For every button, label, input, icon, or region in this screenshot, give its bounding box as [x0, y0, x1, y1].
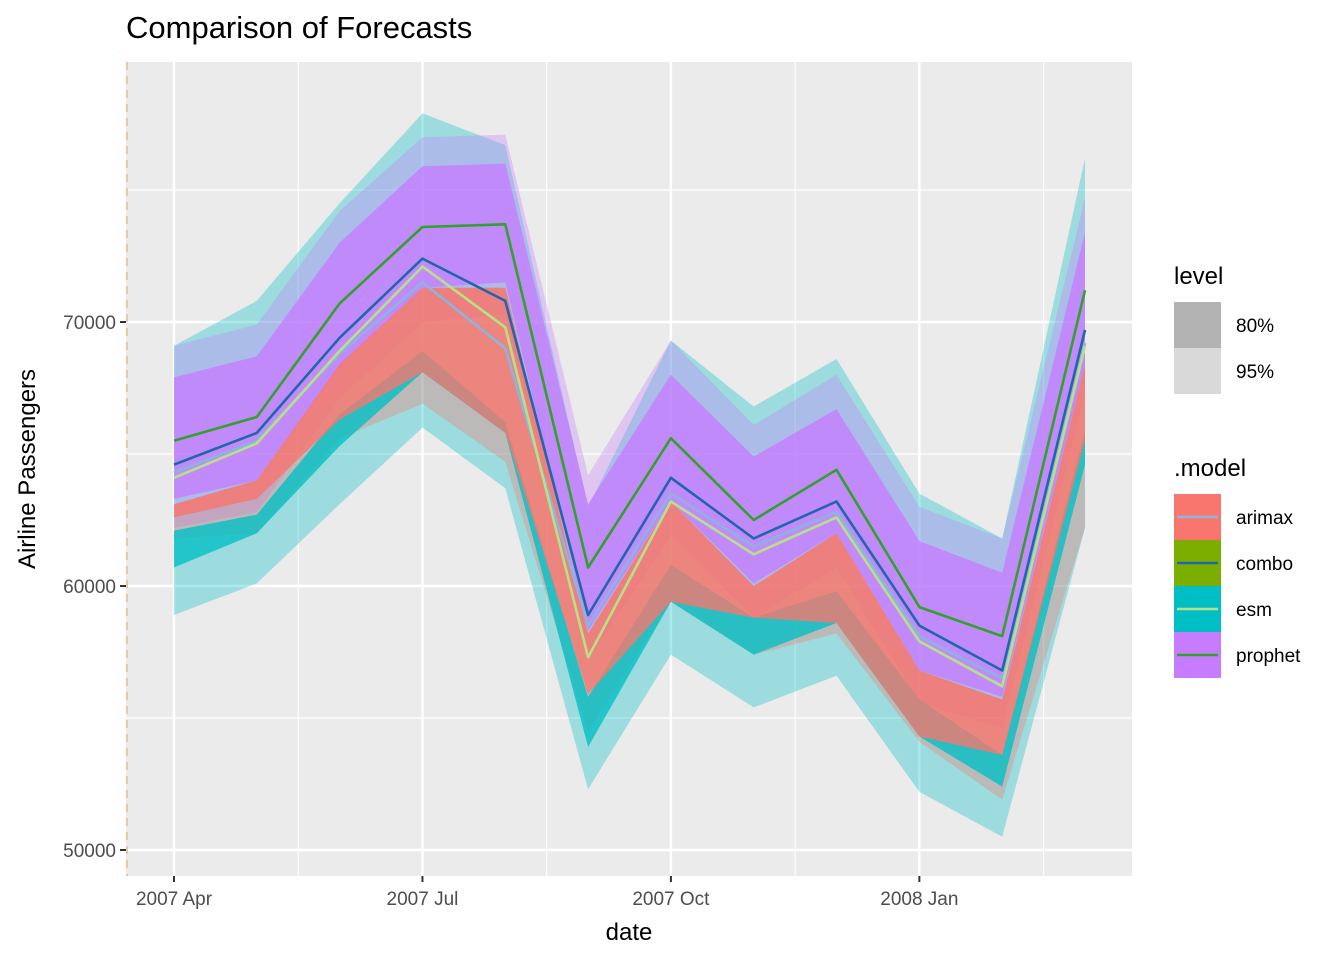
chart-title: Comparison of Forecasts	[126, 10, 472, 45]
x-tick-label: 2007 Oct	[632, 889, 710, 910]
legend-level-title: level	[1174, 263, 1223, 290]
series-line-prophet	[173, 223, 1087, 638]
series-line-esm	[173, 265, 1087, 688]
legend-model-label: prophet	[1236, 646, 1301, 667]
legend: level .model 80% 95% arimax combo esm prophet	[1174, 263, 1301, 678]
line-layer	[173, 223, 1087, 688]
band-80-prophet	[174, 163, 1085, 697]
legend-model-label: esm	[1236, 600, 1272, 621]
band-layer	[174, 113, 1085, 837]
x-tick-label: 2007 Jul	[387, 889, 459, 910]
legend-model-title: .model	[1174, 455, 1246, 482]
legend-level-key	[1174, 348, 1221, 394]
legend-level-label: 80%	[1236, 316, 1274, 337]
legend-model-label: combo	[1236, 554, 1293, 575]
y-tick-label: 60000	[63, 577, 116, 598]
x-tick-label: 2007 Apr	[136, 889, 213, 910]
legend-level-key	[1174, 302, 1221, 348]
band-80-arimax	[174, 287, 1085, 755]
legend-model-label: arimax	[1236, 508, 1294, 529]
series-line-combo	[173, 257, 1087, 672]
y-tick-label: 50000	[63, 841, 116, 862]
x-tick-label: 2008 Jan	[880, 889, 958, 910]
y-tick-label: 70000	[63, 313, 116, 334]
axis-layer: 50000 60000 70000 2007 Apr 2007 Jul 2007 Oct 2…	[63, 313, 958, 910]
legend-level-label: 95%	[1236, 362, 1274, 383]
y-axis-title: Airline Passengers	[14, 369, 41, 569]
x-axis-title: date	[606, 919, 653, 946]
